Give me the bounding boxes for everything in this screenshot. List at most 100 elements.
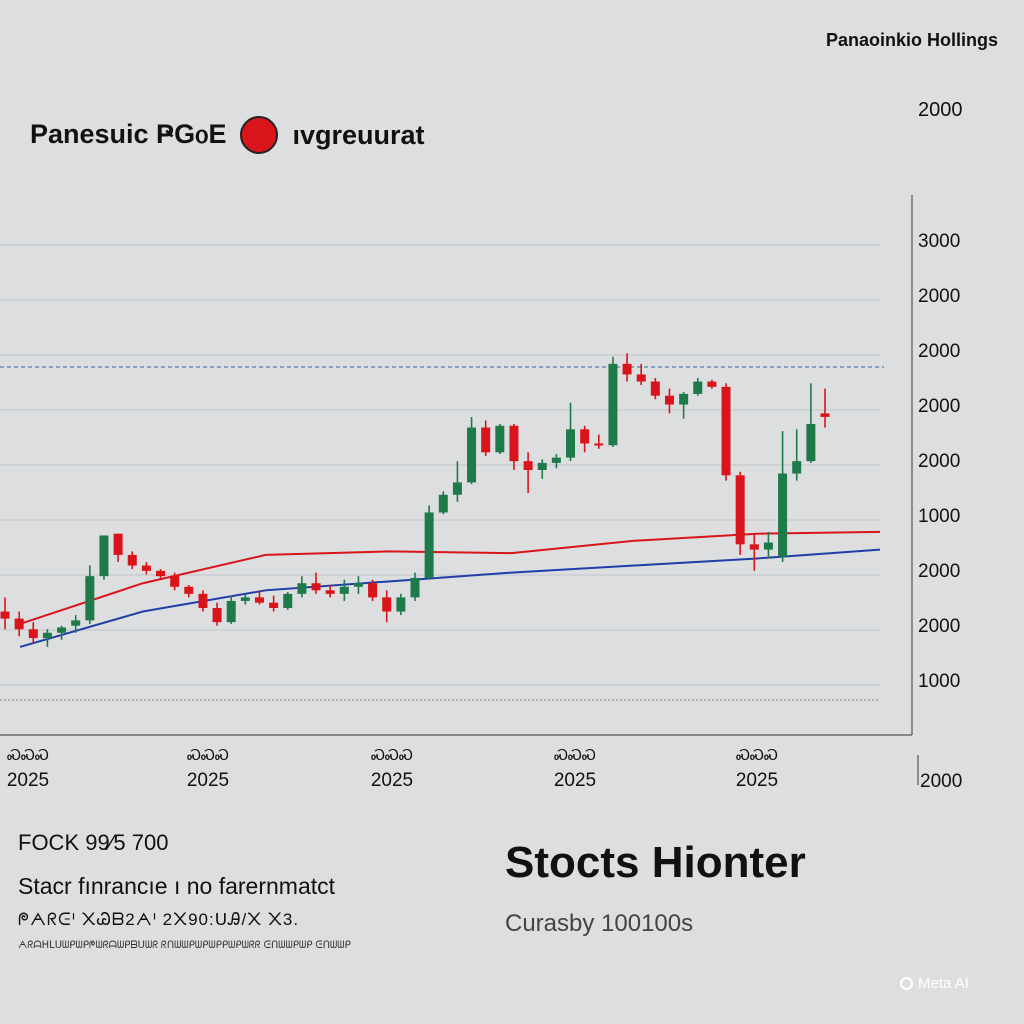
candle-body (57, 627, 67, 633)
y-tick-label: 2000 (918, 286, 960, 307)
candle-body (269, 602, 279, 608)
y-tick-label: 2000 (918, 451, 960, 472)
candle-body (99, 535, 109, 577)
candle-body (339, 586, 349, 594)
watermark-label: Meta AI (918, 975, 969, 992)
candle-body (113, 533, 123, 555)
candle-body (594, 443, 604, 446)
y-tick-label: 2000 (918, 616, 960, 637)
y-tick-label: 2000 (918, 561, 960, 582)
y-tick-label-extra: 2000 (920, 771, 962, 792)
candle-body (806, 424, 816, 462)
candle-body (170, 576, 180, 587)
candle-body (792, 461, 802, 474)
candle-body (382, 597, 392, 612)
company-name: Panaoinkio Hollings (825, 30, 998, 50)
x-tick-label-top: ᏍᏍᏍ (736, 746, 778, 764)
candle-body (71, 620, 81, 626)
brand-subtitle: Curasby 100100s (505, 910, 694, 937)
candle-body (551, 457, 561, 463)
candle-body (410, 577, 420, 598)
candle-body (778, 473, 788, 557)
candle-body (240, 597, 250, 601)
candle-body (749, 544, 759, 550)
candle-body (679, 393, 689, 405)
chart-header: Panesuic ҎԌ᧐E ıvgreuurat (30, 116, 425, 154)
x-tick-label-top: ᏍᏍᏍ (187, 746, 229, 764)
watermark: Meta AI (900, 975, 969, 992)
brand-title: Stocts Hionter (505, 838, 806, 887)
meta-ai-icon (900, 977, 913, 990)
candle-body (622, 363, 632, 375)
candles (0, 353, 830, 647)
candle-body (467, 427, 477, 483)
y-tick-label: 1000 (918, 506, 960, 527)
axis-labels: 3000 2000 2000 2000 2000 1000 2000 2000 1000 2000… (7, 231, 962, 792)
y-tick-label: 2000 (918, 396, 960, 417)
candle-body (42, 632, 52, 639)
candle-body (368, 583, 378, 598)
chart-title-suffix: ıvgreuurat (292, 119, 425, 150)
candle-body (156, 570, 166, 577)
candle-body (0, 611, 10, 619)
candle-body (735, 475, 745, 545)
candle-body (636, 374, 646, 382)
candle-body (141, 565, 151, 571)
candle-body (424, 512, 434, 578)
candle-body (353, 583, 363, 587)
moving-average-blue (19, 548, 881, 648)
candlestick-chart: 3000 2000 2000 2000 2000 1000 2000 2000 1000 2000… (0, 195, 962, 792)
candle-body (523, 461, 533, 470)
candle-body (537, 462, 547, 470)
candle-body (226, 600, 236, 623)
live-indicator-icon (240, 116, 279, 154)
candle-body (481, 427, 491, 453)
top-price-label: 2000 (918, 99, 963, 121)
x-tick-label-year: 2025 (371, 770, 413, 791)
chart-title: Panesuic ҎԌ᧐E (30, 118, 227, 149)
y-tick-label: 3000 (918, 231, 960, 252)
candle-body (254, 597, 264, 603)
candle-body (580, 429, 590, 444)
description-text: Stacr fınrancıe ı no farernmatct (18, 873, 336, 899)
x-tick-label-top: ᏍᏍᏍ (371, 746, 413, 764)
candle-body (495, 425, 505, 453)
fine-print: ᗅᖇᗩᕼᒪᑌᗯᑭᗯᑭᖘᗯᖇᗩᗯᑭᗷᑌᗯᖇ ᖇᑎᗯᗯᑭᗯᑭᗯᑭᑭᗯᑭᗯᖇᖇ ᕮᑎᗯ… (18, 940, 351, 951)
y-tick-label: 2000 (918, 341, 960, 362)
axes (0, 195, 919, 785)
candle-body (283, 593, 293, 608)
x-tick-label-year: 2025 (554, 770, 596, 791)
meta-line: ᖘᗅᖇᕮᑊ ᙭Ꮚᗷ2ᗅᑊ 2᙭90:ᑌᎯ/᙭ ᙭3. (18, 910, 300, 929)
candle-body (707, 381, 717, 387)
x-tick-label-top: ᏍᏍᏍ (554, 746, 596, 764)
candle-body (650, 381, 660, 396)
x-tick-label-top: ᏍᏍᏍ (7, 746, 49, 764)
candle-body (396, 597, 406, 612)
candle-body (14, 618, 24, 630)
y-tick-label: 1000 (918, 671, 960, 692)
candle-body (127, 554, 137, 566)
candle-body (763, 542, 773, 550)
candle-body (198, 593, 208, 608)
candle-body (325, 590, 335, 594)
candle-body (664, 395, 674, 405)
candle-body (28, 629, 38, 639)
x-tick-label-year: 2025 (7, 770, 49, 791)
candle-body (566, 429, 576, 458)
candle-body (820, 413, 830, 417)
candle-body (608, 363, 618, 446)
candle-body (311, 583, 321, 591)
x-tick-label-year: 2025 (187, 770, 229, 791)
candle-body (721, 386, 731, 476)
candle-body (452, 482, 462, 495)
reference-line (0, 366, 884, 701)
candle-body (212, 608, 222, 623)
grid (0, 244, 880, 686)
candle-body (693, 381, 703, 394)
ticker-label: FOCK 99⁄5 700 (18, 830, 169, 855)
candle-body (184, 586, 194, 594)
candle-body (297, 583, 307, 594)
x-tick-label-year: 2025 (736, 770, 778, 791)
candle-body (509, 425, 519, 462)
candle-body (438, 494, 448, 513)
